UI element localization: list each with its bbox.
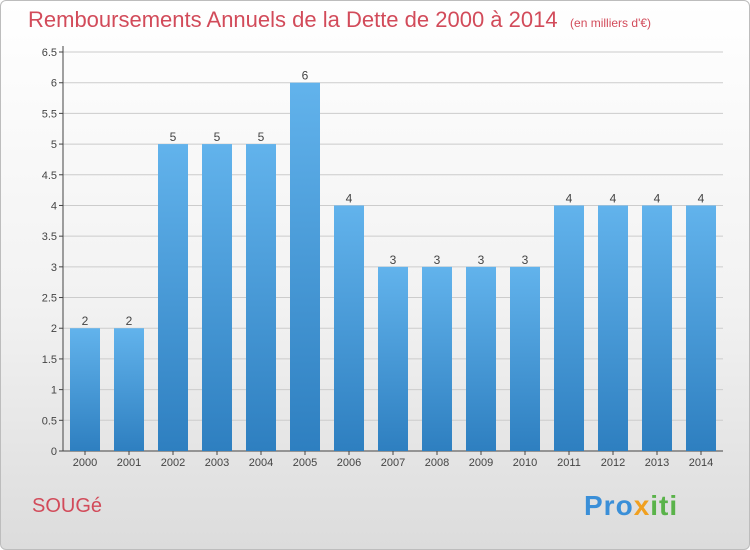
bar (554, 205, 584, 451)
data-label: 4 (654, 191, 661, 205)
bar (114, 328, 144, 451)
x-tick-label: 2008 (425, 457, 449, 469)
bar (202, 144, 232, 452)
logo-part-3: iti (650, 490, 679, 521)
y-tick-label: 5.5 (42, 108, 57, 120)
y-tick-label: 0.5 (42, 415, 57, 427)
y-tick-label: 1.5 (42, 354, 57, 366)
data-label: 4 (698, 191, 705, 205)
bar (598, 205, 628, 451)
proxiti-logo: Proxiti (584, 490, 678, 522)
data-label: 3 (478, 253, 485, 267)
bar (466, 266, 496, 451)
data-label: 2 (82, 314, 89, 328)
labels: 2000 2 2001 2 2002 5 2003 5 2004 5 2005 6 2006 4 2007 3… (73, 69, 713, 469)
data-label: 3 (390, 253, 397, 267)
bar (642, 205, 672, 451)
x-tick-label: 2014 (689, 457, 713, 469)
data-label: 4 (610, 191, 617, 205)
data-label: 3 (522, 253, 529, 267)
chart-title: Remboursements Annuels de la Dette de 20… (28, 7, 558, 32)
bar (246, 144, 276, 452)
bar (378, 266, 408, 451)
x-tick-label: 2011 (557, 457, 581, 469)
data-label: 5 (214, 130, 221, 144)
y-tick-label: 3 (51, 262, 57, 274)
x-tick-label: 2004 (249, 457, 273, 469)
y-tick-label: 5 (51, 139, 57, 151)
y-tick-label: 4 (51, 200, 57, 212)
data-label: 5 (258, 130, 265, 144)
x-tick-label: 2003 (205, 457, 229, 469)
data-label: 4 (566, 191, 573, 205)
x-tick-label: 2013 (645, 457, 669, 469)
x-tick-label: 2000 (73, 457, 97, 469)
x-tick-label: 2001 (117, 457, 141, 469)
y-tick-label: 6 (51, 78, 57, 90)
x-tick-label: 2005 (293, 457, 317, 469)
x-tick-label: 2009 (469, 457, 493, 469)
logo-part-2: x (633, 490, 651, 521)
bar (510, 266, 540, 451)
x-tick-label: 2010 (513, 457, 537, 469)
data-label: 6 (302, 69, 309, 83)
x-tick-label: 2006 (337, 457, 361, 469)
y-tick-label: 6.5 (42, 47, 57, 59)
commune-name: SOUGé (32, 495, 103, 517)
bars (70, 82, 716, 452)
x-tick-label: 2007 (381, 457, 405, 469)
data-label: 5 (170, 130, 177, 144)
data-label: 2 (126, 314, 133, 328)
data-label: 4 (346, 191, 353, 205)
logo-part-1: Pro (584, 490, 634, 521)
bar (290, 82, 320, 451)
x-tick-label: 2012 (601, 457, 625, 469)
chart-subtitle: (en milliers d'€) (570, 16, 652, 30)
y-tick-label: 2.5 (42, 293, 57, 305)
bar (70, 328, 100, 451)
bar (158, 144, 188, 452)
y-tick-label: 0 (51, 446, 57, 458)
bar (422, 266, 452, 451)
bar (334, 205, 364, 451)
data-label: 3 (434, 253, 441, 267)
bar (686, 205, 716, 451)
x-tick-label: 2002 (161, 457, 185, 469)
y-tick-label: 4.5 (42, 170, 57, 182)
y-tick-label: 3.5 (42, 231, 57, 243)
y-tick-label: 1 (51, 385, 57, 397)
y-tick-label: 2 (51, 323, 57, 335)
chart-title-row: Remboursements Annuels de la Dette de 20… (28, 7, 651, 33)
